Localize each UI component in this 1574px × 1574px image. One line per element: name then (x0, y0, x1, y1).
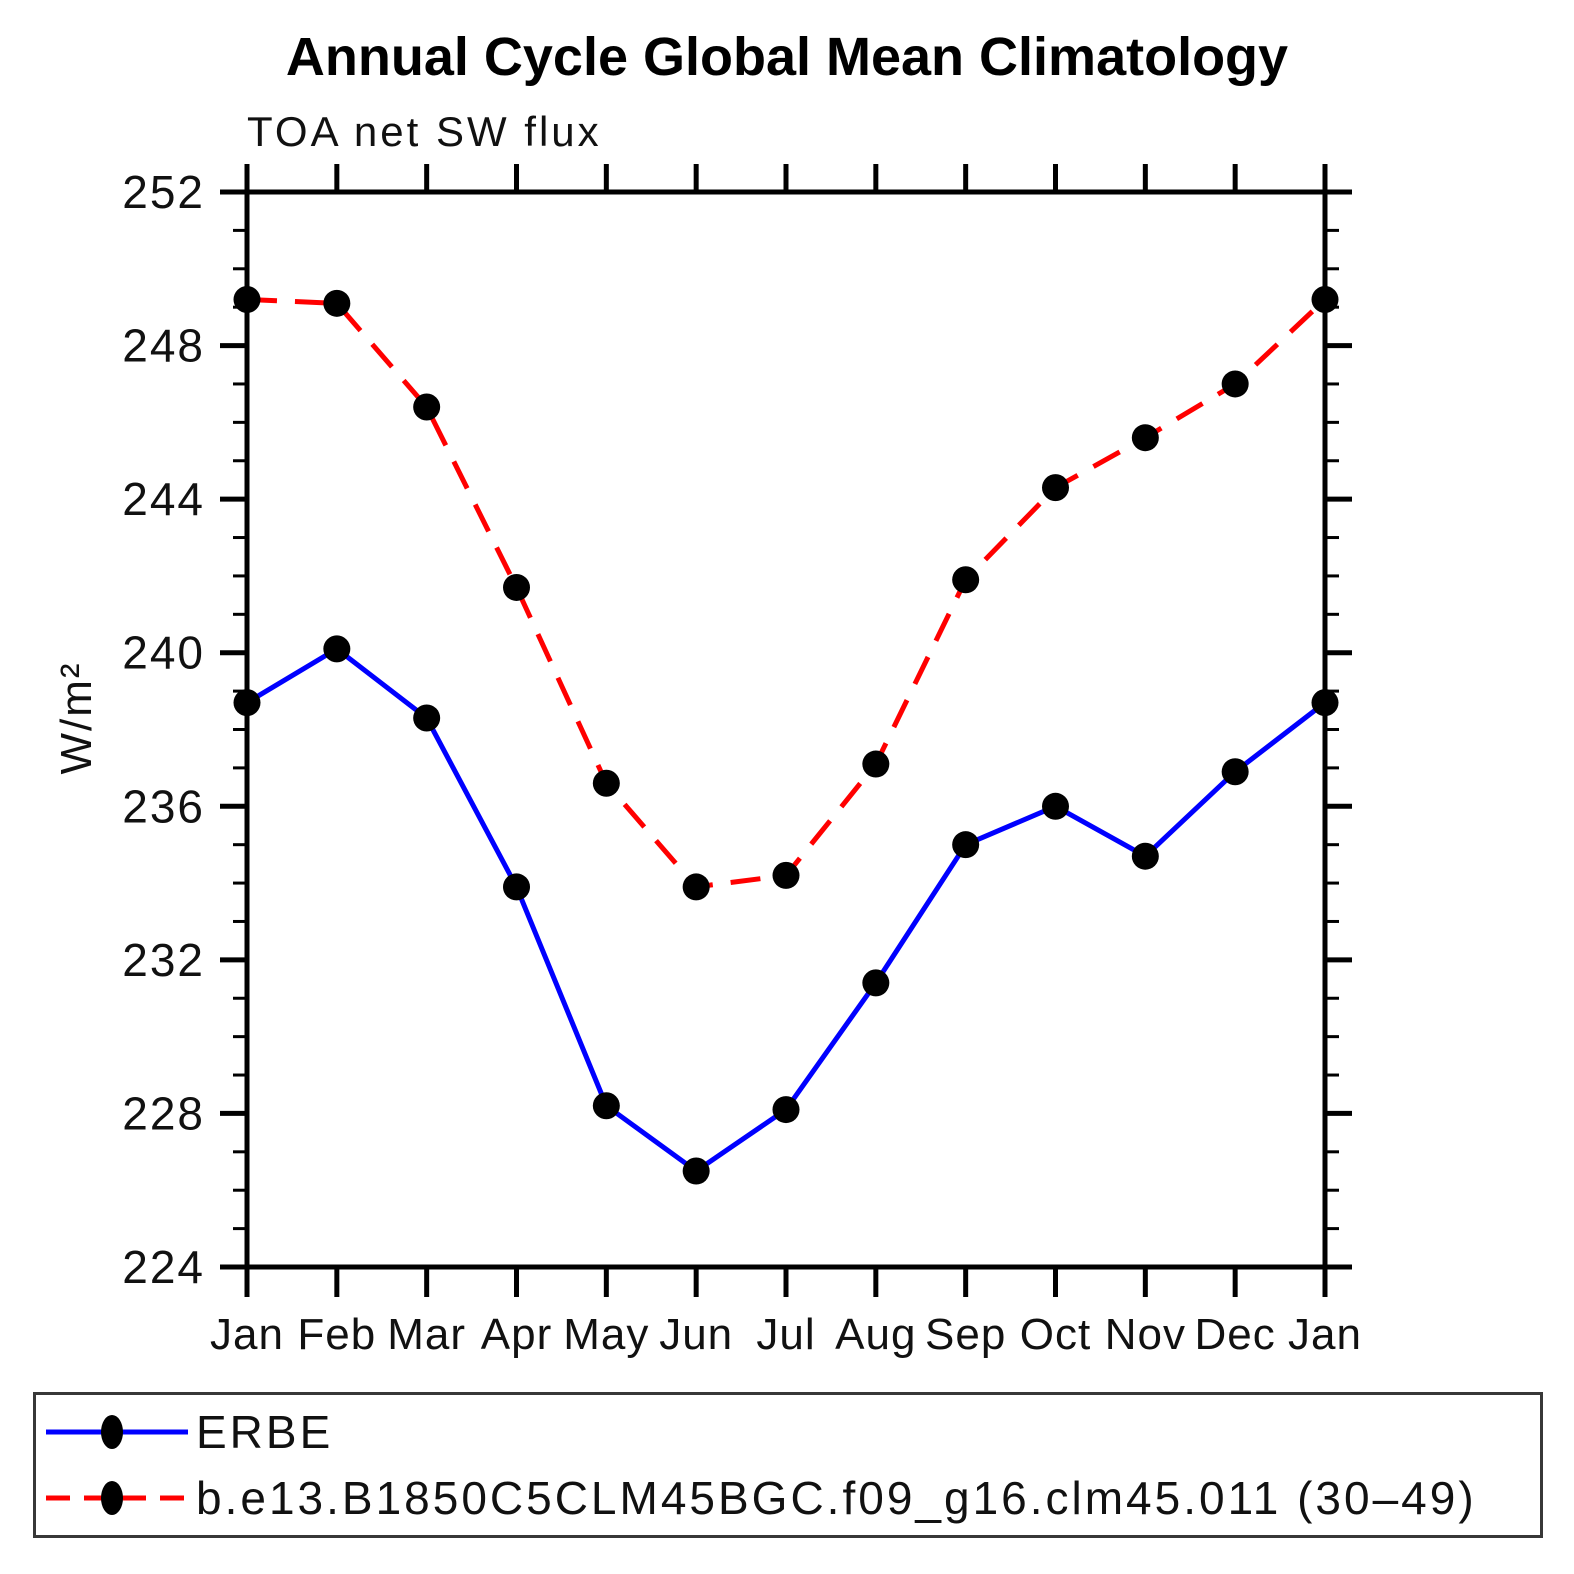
legend-marker-icon (101, 1415, 123, 1449)
series-line-0 (245, 646, 1327, 1174)
y-tick-label: 240 (122, 627, 205, 679)
chart-title: Annual Cycle Global Mean Climatology (285, 27, 1289, 87)
data-point (233, 286, 261, 313)
legend-item-model: b.e13.B1850C5CLM45BGC.f09_g16.clm45.011 … (36, 1465, 1540, 1531)
data-point (1042, 792, 1069, 820)
data-point (862, 750, 890, 778)
legend-line-marker-icon (46, 1415, 188, 1449)
x-tick-label: Jan (210, 1310, 284, 1359)
x-tick-label: Feb (297, 1310, 376, 1359)
x-tick-label: Apr (481, 1310, 552, 1359)
x-tick-label: Sep (925, 1310, 1006, 1359)
x-tick-label: Jun (659, 1310, 733, 1359)
data-point (413, 704, 441, 732)
y-tick-label: 228 (122, 1087, 205, 1139)
data-point (772, 861, 800, 889)
x-tick-label: Mar (387, 1310, 466, 1359)
data-point (233, 689, 261, 717)
data-point (1311, 689, 1339, 717)
legend-label-erbe: ERBE (196, 1406, 334, 1458)
data-point (323, 635, 351, 663)
data-point (952, 831, 980, 859)
data-point (1221, 370, 1249, 398)
legend-line-marker-icon (46, 1481, 188, 1515)
y-tick-label: 236 (122, 780, 205, 832)
y-tick-label: 224 (122, 1241, 205, 1293)
data-point (413, 393, 441, 421)
y-tick-label: 248 (122, 320, 205, 372)
x-tick-label: Jul (756, 1310, 815, 1359)
x-tick-label: Oct (1020, 1310, 1091, 1359)
data-point (1042, 474, 1069, 502)
data-point (682, 1157, 710, 1185)
legend-item-erbe: ERBE (36, 1399, 1540, 1465)
data-point (682, 873, 710, 901)
legend: ERBE b.e13.B1850C5CLM45BGC.f09_g16.clm45… (33, 1392, 1543, 1538)
y-tick-label: 244 (122, 473, 205, 525)
data-point (503, 573, 530, 601)
data-point (503, 873, 530, 901)
x-tick-label: May (563, 1310, 649, 1359)
x-tick-label: Nov (1105, 1310, 1186, 1359)
data-point (592, 769, 620, 797)
data-point (772, 1096, 800, 1124)
plot-area: Jan Feb Mar Apr May Jun Jul Aug Sep Oct Nov Dec Jan2… (122, 164, 1362, 1359)
chart-subtitle: TOA net SW flux (247, 108, 602, 155)
data-point (952, 566, 980, 594)
x-tick-label: Dec (1195, 1310, 1276, 1359)
y-tick-label: 232 (122, 934, 205, 986)
legend-label-model: b.e13.B1850C5CLM45BGC.f09_g16.clm45.011 … (196, 1472, 1477, 1524)
x-tick-label: Jan (1288, 1310, 1362, 1359)
data-point (1131, 424, 1159, 452)
y-tick-label: 252 (122, 166, 205, 218)
data-point (1221, 758, 1249, 786)
data-point (323, 289, 351, 317)
x-tick-label: Aug (835, 1310, 916, 1359)
data-point (862, 969, 890, 997)
legend-marker-icon (101, 1481, 123, 1515)
data-point (1311, 286, 1339, 313)
data-point (592, 1092, 620, 1120)
series-line-1 (246, 297, 1327, 890)
data-point (1131, 842, 1159, 870)
